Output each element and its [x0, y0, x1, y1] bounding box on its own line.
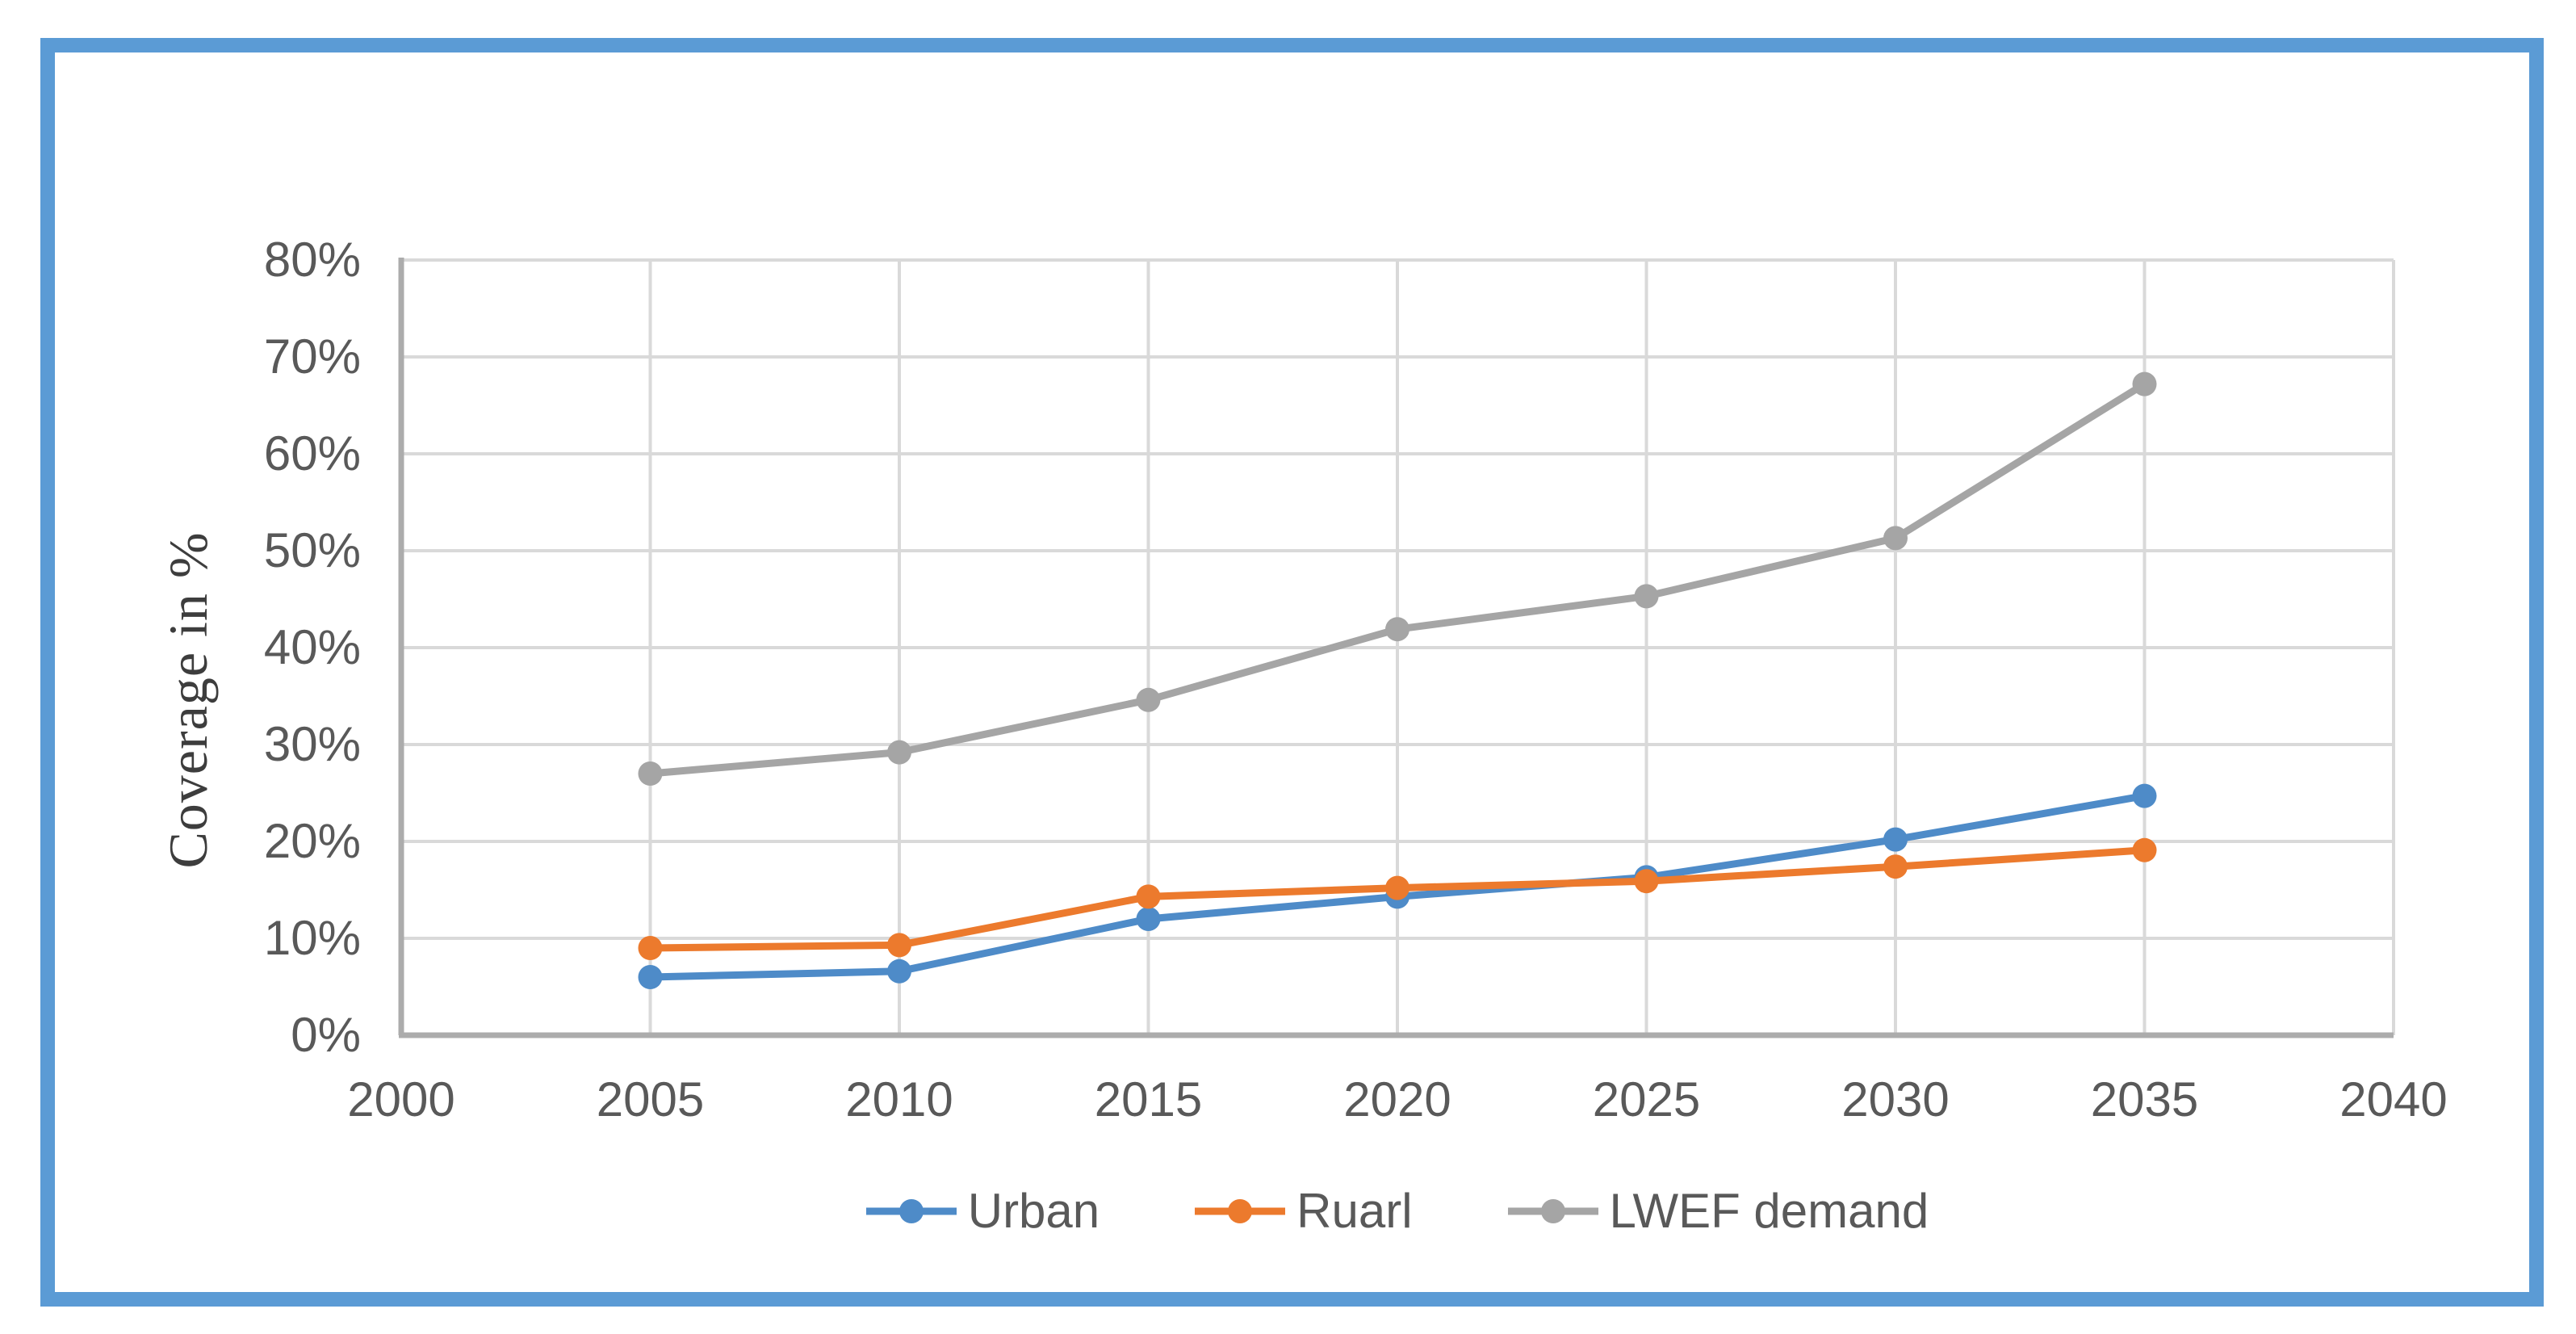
- gridlines-layer: [401, 258, 2395, 1035]
- x-tick-label: 2005: [596, 1072, 705, 1126]
- legend-item-ruarl: Ruarl: [1195, 1182, 1413, 1240]
- legend-marker-icon: [1195, 1199, 1286, 1223]
- x-tick-label: 2035: [2090, 1072, 2199, 1126]
- data-point-marker: [638, 965, 663, 989]
- series-lwef-demand: [638, 371, 2157, 786]
- x-tick-label: 2020: [1343, 1072, 1451, 1126]
- data-point-marker: [1136, 884, 1161, 909]
- y-tick-label: 20%: [263, 814, 361, 868]
- series-ruarl: [638, 837, 2157, 960]
- legend-label: Urban: [967, 1184, 1100, 1238]
- data-point-marker: [887, 959, 911, 984]
- y-tick-label: 50%: [263, 523, 361, 577]
- y-tick-label: 70%: [263, 329, 361, 384]
- y-tick-label: 80%: [263, 233, 361, 287]
- x-tick-label: 2010: [845, 1072, 953, 1126]
- data-point-marker: [2132, 783, 2157, 808]
- y-tick-label: 60%: [263, 426, 361, 480]
- chart-legend: Urban Ruarl LWEF demand: [401, 1179, 2394, 1244]
- data-point-marker: [1634, 869, 1659, 894]
- chart-frame: Coverage in %: [40, 38, 2544, 1307]
- data-point-marker: [1883, 827, 1908, 852]
- x-tick-label: 2015: [1094, 1072, 1203, 1126]
- legend-item-urban: Urban: [865, 1182, 1100, 1240]
- x-tick-label: 2040: [2339, 1072, 2448, 1126]
- data-point-marker: [1385, 617, 1409, 642]
- y-tick-label: 30%: [263, 717, 361, 771]
- legend-label: LWEF demand: [1609, 1184, 1929, 1238]
- data-point-marker: [1883, 526, 1908, 551]
- data-point-marker: [1385, 875, 1409, 900]
- x-tick-label: 2025: [1592, 1072, 1701, 1126]
- data-point-marker: [2132, 837, 2157, 862]
- data-point-marker: [638, 761, 663, 786]
- axes-layer: [398, 258, 2394, 1038]
- data-point-marker: [1136, 687, 1161, 712]
- legend-item-lwef-demand: LWEF demand: [1507, 1182, 1929, 1240]
- data-point-marker: [2132, 371, 2157, 396]
- data-point-marker: [638, 936, 663, 960]
- legend-label: Ruarl: [1296, 1184, 1413, 1238]
- data-point-marker: [887, 740, 911, 765]
- data-point-marker: [887, 933, 911, 958]
- y-tick-label: 10%: [263, 911, 361, 965]
- legend-marker-icon: [865, 1199, 957, 1223]
- x-tick-label: 2030: [1841, 1072, 1950, 1126]
- y-tick-label: 40%: [263, 620, 361, 674]
- legend-marker-icon: [1507, 1199, 1598, 1223]
- data-point-marker: [1136, 907, 1161, 931]
- x-tick-label: 2000: [347, 1072, 455, 1126]
- y-tick-label: 0%: [291, 1008, 361, 1062]
- data-point-marker: [1883, 854, 1908, 879]
- data-point-marker: [1634, 584, 1659, 609]
